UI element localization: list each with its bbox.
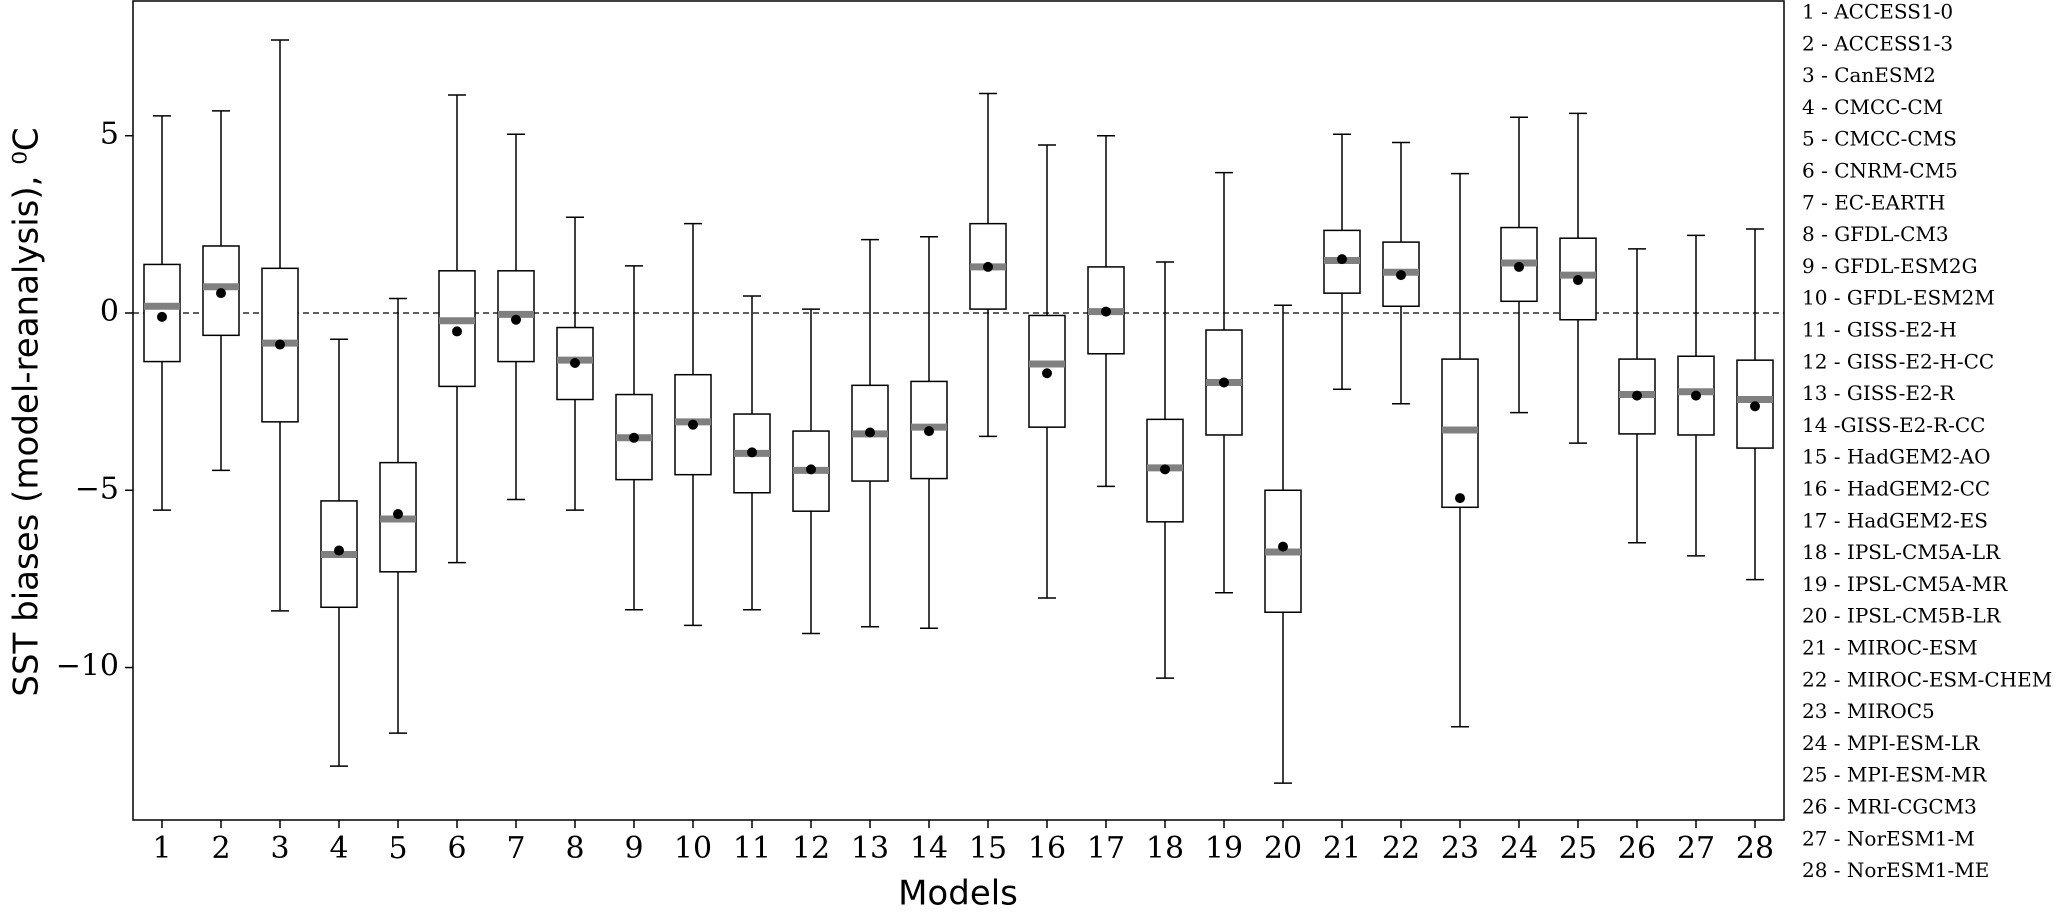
mean-point bbox=[1042, 368, 1052, 379]
legend-entry: 9 - GFDL-ESM2G bbox=[1802, 254, 1978, 278]
x-tick-label: 15 bbox=[969, 831, 1007, 866]
x-tick-label: 9 bbox=[624, 831, 643, 866]
mean-point bbox=[452, 326, 462, 337]
x-tick-label: 21 bbox=[1323, 831, 1361, 866]
x-tick-label: 10 bbox=[674, 831, 712, 866]
x-tick-label: 7 bbox=[506, 831, 525, 866]
x-tick-label: 8 bbox=[565, 831, 584, 866]
x-tick-label: 2 bbox=[211, 831, 230, 866]
mean-point bbox=[1101, 306, 1111, 317]
mean-point bbox=[688, 419, 698, 430]
legend-entry: 27 - NorESM1-M bbox=[1802, 826, 1975, 850]
mean-point bbox=[1455, 493, 1465, 504]
x-tick-label: 3 bbox=[270, 831, 289, 866]
x-tick-label: 11 bbox=[733, 831, 771, 866]
mean-point bbox=[924, 426, 934, 437]
legend-entry: 24 - MPI-ESM-LR bbox=[1802, 731, 1980, 755]
x-tick-label: 18 bbox=[1146, 831, 1184, 866]
mean-point bbox=[393, 509, 403, 520]
x-tick-label: 4 bbox=[329, 831, 348, 866]
mean-point bbox=[157, 311, 167, 322]
mean-point bbox=[570, 357, 580, 368]
x-tick-label: 6 bbox=[447, 831, 466, 866]
legend-entry: 18 - IPSL-CM5A-LR bbox=[1802, 540, 2001, 564]
x-tick-label: 22 bbox=[1382, 831, 1420, 866]
x-tick-label: 13 bbox=[851, 831, 889, 866]
legend-entry: 16 - HadGEM2-CC bbox=[1802, 477, 1990, 501]
x-tick-label: 27 bbox=[1677, 831, 1715, 866]
x-tick-label: 16 bbox=[1028, 831, 1066, 866]
legend-entry: 19 - IPSL-CM5A-MR bbox=[1802, 572, 2008, 596]
mean-point bbox=[511, 314, 521, 325]
x-tick-label: 17 bbox=[1087, 831, 1125, 866]
legend-entry: 8 - GFDL-CM3 bbox=[1802, 222, 1949, 246]
legend-entry: 7 - EC-EARTH bbox=[1802, 190, 1945, 214]
x-tick-label: 1 bbox=[152, 831, 171, 866]
mean-point bbox=[216, 288, 226, 299]
y-tick-label: −5 bbox=[75, 471, 119, 506]
x-tick-label: 20 bbox=[1264, 831, 1302, 866]
mean-point bbox=[1691, 390, 1701, 401]
legend-entry: 21 - MIROC-ESM bbox=[1802, 636, 1978, 660]
x-tick-label: 24 bbox=[1500, 831, 1538, 866]
legend-entry: 28 - NorESM1-ME bbox=[1802, 858, 1989, 882]
mean-point bbox=[983, 261, 993, 272]
mean-point bbox=[747, 447, 757, 458]
mean-point bbox=[1219, 377, 1229, 388]
x-axis-title: Models bbox=[898, 874, 1018, 912]
legend-entry: 13 - GISS-E2-R bbox=[1802, 381, 1955, 405]
legend-entry: 4 - CMCC-CM bbox=[1802, 95, 1943, 119]
x-tick-label: 25 bbox=[1559, 831, 1597, 866]
mean-point bbox=[1632, 390, 1642, 401]
legend-entry: 23 - MIROC5 bbox=[1802, 699, 1935, 723]
mean-point bbox=[334, 545, 344, 556]
legend-entry: 22 - MIROC-ESM-CHEM bbox=[1802, 667, 2052, 691]
plot-frame bbox=[132, 0, 1785, 821]
legend-entry: 12 - GISS-E2-H-CC bbox=[1802, 349, 1994, 373]
y-tick-label: 0 bbox=[100, 294, 119, 329]
legend-entry: 10 - GFDL-ESM2M bbox=[1802, 286, 1995, 310]
x-tick-label: 12 bbox=[792, 831, 830, 866]
mean-point bbox=[806, 464, 816, 475]
legend-entry: 1 - ACCESS1-0 bbox=[1802, 0, 1953, 24]
x-tick-label: 14 bbox=[910, 831, 948, 866]
mean-point bbox=[275, 339, 285, 350]
mean-point bbox=[1278, 541, 1288, 552]
mean-point bbox=[1337, 254, 1347, 265]
legend-entry: 26 - MRI-CGCM3 bbox=[1802, 795, 1977, 819]
legend-entry: 14 -GISS-E2-R-CC bbox=[1802, 413, 1986, 437]
x-tick-label: 19 bbox=[1205, 831, 1243, 866]
legend-entry: 25 - MPI-ESM-MR bbox=[1802, 763, 1988, 787]
legend-entry: 3 - CanESM2 bbox=[1802, 63, 1936, 87]
mean-point bbox=[1750, 401, 1760, 412]
y-tick-label: −10 bbox=[56, 649, 119, 684]
mean-point bbox=[1396, 270, 1406, 281]
mean-point bbox=[1160, 464, 1170, 475]
legend-entry: 11 - GISS-E2-H bbox=[1802, 318, 1957, 342]
legend-entry: 17 - HadGEM2-ES bbox=[1802, 508, 1988, 532]
y-tick-label: 5 bbox=[100, 117, 119, 152]
legend-entry: 2 - ACCESS1-3 bbox=[1802, 31, 1953, 55]
legend-entry: 5 - CMCC-CMS bbox=[1802, 127, 1957, 151]
x-tick-label: 5 bbox=[388, 831, 407, 866]
legend-entry: 15 - HadGEM2-AO bbox=[1802, 445, 1990, 469]
legend-entry: 20 - IPSL-CM5B-LR bbox=[1802, 604, 2002, 628]
mean-point bbox=[1514, 261, 1524, 272]
x-tick-label: 28 bbox=[1736, 831, 1774, 866]
x-tick-label: 23 bbox=[1441, 831, 1479, 866]
mean-point bbox=[1573, 275, 1583, 286]
x-tick-label: 26 bbox=[1618, 831, 1656, 866]
mean-point bbox=[865, 427, 875, 438]
y-axis-title: SST biases (model-reanalysis), ⁰C bbox=[7, 127, 47, 696]
legend-entry: 6 - CNRM-CM5 bbox=[1802, 159, 1958, 183]
mean-point bbox=[629, 432, 639, 443]
